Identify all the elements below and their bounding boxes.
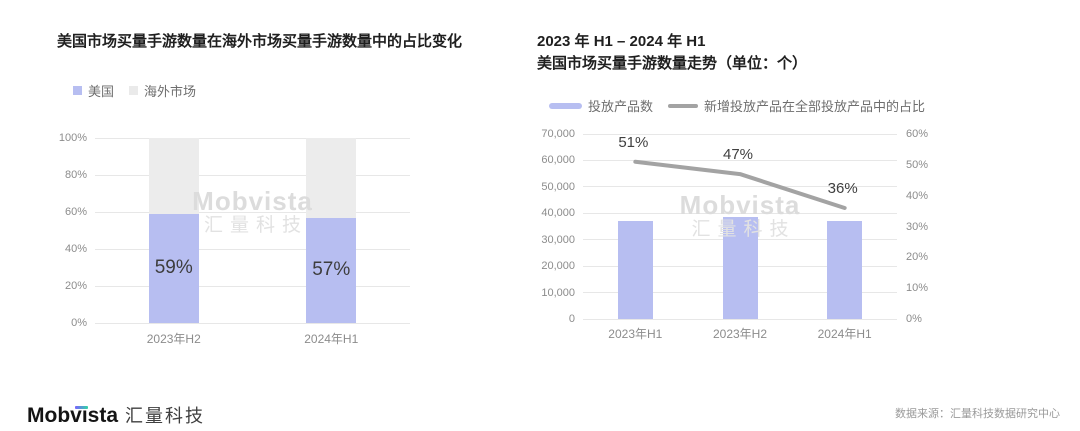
right-y-axis-tick-label: 30% xyxy=(906,220,929,233)
ratio-trend-polyline[interactable] xyxy=(633,159,847,210)
right-chart-legend: 投放产品数 新增投放产品在全部投放产品中的占比 xyxy=(549,96,925,115)
bar-segment-overseas[interactable] xyxy=(306,138,357,218)
y-axis-tick-label: 0% xyxy=(71,317,87,329)
right-y-axis-tick-label: 10% xyxy=(906,282,929,295)
line-point-value-label: 51% xyxy=(618,133,649,151)
right-chart-title-line2: 美国市场买量手游数量走势（单位：个） xyxy=(537,55,808,72)
legend-item-us[interactable]: 美国 xyxy=(73,81,114,100)
bar-products-count[interactable] xyxy=(827,221,863,319)
data-source-note: 数据来源：汇量科技数据研究中心 xyxy=(895,408,1060,420)
right-chart-title-line1: 2023 年 H1 – 2024 年 H1 xyxy=(537,33,706,50)
legend-swatch-products xyxy=(549,102,582,109)
legend-label-products: 投放产品数 xyxy=(588,99,654,114)
watermark-line2: 汇量科技 xyxy=(203,215,308,236)
watermark: Mobvista 汇量科技 xyxy=(95,188,410,238)
legend-label-overseas: 海外市场 xyxy=(144,84,197,99)
y-axis-tick-label: 100% xyxy=(58,132,87,144)
y-axis-tick-label: 20% xyxy=(64,280,87,292)
bar-segment-us[interactable] xyxy=(306,217,357,323)
legend-swatch-ratio-line xyxy=(668,103,699,108)
bar-value-label: 57% xyxy=(312,259,351,281)
gridline xyxy=(583,212,897,214)
right-y-axis-tick-label: 40% xyxy=(906,189,929,202)
left-y-axis-tick-label: 30,000 xyxy=(541,233,575,246)
left-chart-legend: 美国 海外市场 xyxy=(73,81,196,100)
bar-value-label: 59% xyxy=(154,257,193,279)
right-y-axis-tick-label: 50% xyxy=(906,158,929,171)
gridline xyxy=(583,159,897,161)
legend-item-new-product-ratio[interactable]: 新增投放产品在全部投放产品中的占比 xyxy=(668,96,925,115)
y-axis-tick-label: 80% xyxy=(64,169,87,181)
gridline xyxy=(583,186,897,188)
bar-products-count[interactable] xyxy=(722,217,758,319)
legend-swatch-overseas xyxy=(129,86,139,95)
y-axis-tick-label: 40% xyxy=(64,243,87,255)
mobvista-logo-gradient-mark xyxy=(75,406,88,409)
gridline xyxy=(95,137,410,139)
right-chart-title: 2023 年 H1 – 2024 年 H1 美国市场买量手游数量走势（单位：个） xyxy=(537,31,807,75)
gridline xyxy=(583,318,897,320)
left-y-axis-tick-label: 70,000 xyxy=(541,128,575,140)
left-y-axis-tick-label: 50,000 xyxy=(541,180,575,193)
bar-segment-overseas[interactable] xyxy=(148,138,199,214)
gridline xyxy=(95,211,410,213)
mobvista-logo-wordmark: Mobvista xyxy=(27,404,118,428)
ratio-trend-line xyxy=(633,159,847,210)
line-point-value-label: 36% xyxy=(827,180,858,197)
right-y-axis-tick-label: 0% xyxy=(906,313,922,325)
legend-item-products[interactable]: 投放产品数 xyxy=(549,96,653,115)
left-y-axis-tick-label: 10,000 xyxy=(541,286,575,299)
legend-label-us: 美国 xyxy=(88,84,115,99)
x-axis-category-label: 2023年H1 xyxy=(608,327,663,341)
left-y-axis-tick-label: 20,000 xyxy=(541,260,575,273)
right-y-axis-tick-label: 60% xyxy=(906,128,929,140)
left-chart-plot-area: 0% 20% 40% 60% 80% 100% 59% 2023年H2 57% 2024年H1 Mo… xyxy=(59,132,410,346)
x-axis-category-label: 2023年H2 xyxy=(146,332,201,346)
legend-label-ratio: 新增投放产品在全部投放产品中的占比 xyxy=(704,99,926,114)
bar-segment-us[interactable] xyxy=(148,213,199,323)
bar-products-count[interactable] xyxy=(617,221,653,319)
y-axis-tick-label: 60% xyxy=(64,206,87,218)
gridline xyxy=(95,322,410,324)
mobvista-logo-text: Mobvista xyxy=(27,404,119,427)
x-axis-category-label: 2023年H2 xyxy=(712,327,768,341)
watermark-line1: Mobvista xyxy=(192,186,313,216)
legend-swatch-us xyxy=(73,86,82,95)
gridline xyxy=(95,174,410,176)
left-y-axis-tick-label: 60,000 xyxy=(541,154,575,167)
legend-item-overseas[interactable]: 海外市场 xyxy=(129,81,196,100)
gridline xyxy=(583,133,897,135)
left-y-axis-tick-label: 40,000 xyxy=(541,207,575,220)
left-y-axis-tick-label: 0 xyxy=(568,313,575,325)
line-point-value-label: 47% xyxy=(723,146,754,164)
gridline xyxy=(95,285,410,287)
x-axis-category-label: 2024年H1 xyxy=(817,327,872,341)
left-chart-title: 美国市场买量手游数量在海外市场买量手游数量中的占比变化 xyxy=(57,33,463,50)
right-chart-plot-area: 0 10,000 20,000 30,000 40,000 50,000 60,000 70,… xyxy=(541,128,928,341)
right-y-axis-tick-label: 20% xyxy=(906,251,929,264)
mobvista-logo-chinese: 汇量科技 xyxy=(125,406,206,426)
mobvista-logo: Mobvista 汇量科技 xyxy=(27,402,205,428)
gridline xyxy=(95,248,410,250)
x-axis-category-label: 2024年H1 xyxy=(304,332,359,346)
